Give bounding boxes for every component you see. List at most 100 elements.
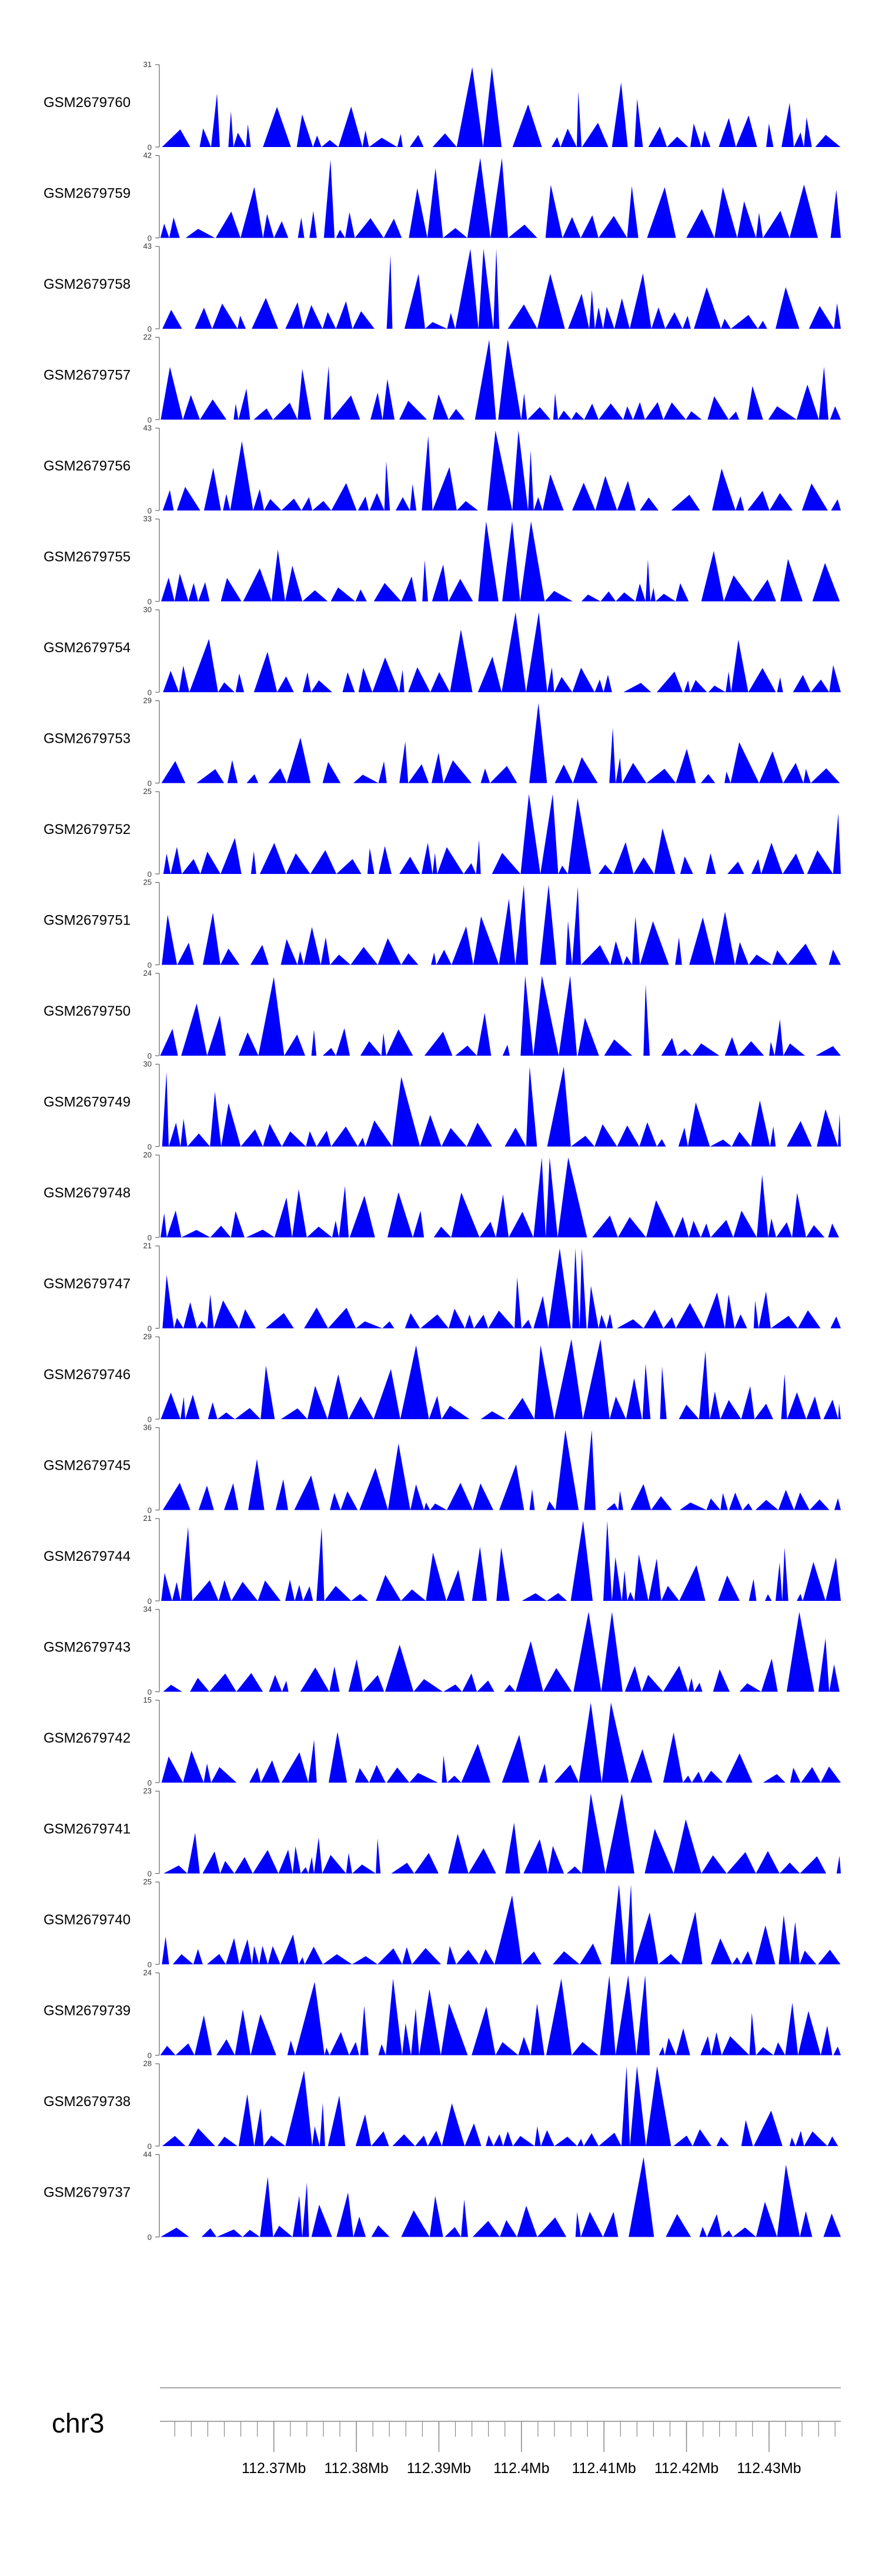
y-max-label: 25 xyxy=(143,878,152,887)
x-tick-label: 112.41Mb xyxy=(572,2460,636,2477)
y-max-label: 30 xyxy=(143,605,152,614)
y-max-label: 28 xyxy=(143,2059,152,2068)
track-gsm2679743: GSM2679743 34 0 xyxy=(44,1605,841,1697)
y-max-label: 23 xyxy=(143,1787,152,1796)
coverage-area xyxy=(160,431,841,510)
track-label: GSM2679748 xyxy=(44,1185,131,1201)
y-min-label: 0 xyxy=(148,2233,152,2242)
coverage-area xyxy=(160,1975,841,2056)
y-max-label: 24 xyxy=(143,969,152,977)
y-max-label: 42 xyxy=(143,151,152,160)
coverage-area xyxy=(160,339,841,420)
y-max-label: 36 xyxy=(143,1423,152,1432)
coverage-area xyxy=(160,1157,841,1237)
coverage-area xyxy=(160,2066,841,2146)
track-gsm2679756: GSM2679756 43 0 xyxy=(44,423,841,515)
track-label: GSM2679752 xyxy=(44,822,131,837)
coverage-area xyxy=(160,794,841,874)
track-gsm2679740: GSM2679740 25 0 xyxy=(44,1877,841,1969)
track-label: GSM2679743 xyxy=(44,1640,131,1656)
track-gsm2679760: GSM2679760 31 0 xyxy=(44,60,841,152)
coverage-area xyxy=(160,703,841,783)
y-min-label: 0 xyxy=(148,688,152,697)
track-gsm2679745: GSM2679745 36 0 xyxy=(44,1423,841,1515)
track-label: GSM2679757 xyxy=(44,368,131,383)
y-max-label: 44 xyxy=(143,2150,152,2159)
track-label: GSM2679742 xyxy=(44,1730,131,1746)
track-label: GSM2679753 xyxy=(44,731,131,747)
coverage-area xyxy=(160,1793,841,1874)
y-min-label: 0 xyxy=(148,506,152,515)
y-max-label: 24 xyxy=(143,1968,152,1977)
y-max-label: 22 xyxy=(143,333,152,342)
y-min-label: 0 xyxy=(148,1052,152,1060)
track-label: GSM2679746 xyxy=(44,1367,131,1383)
track-label: GSM2679755 xyxy=(44,549,131,565)
chromosome-label: chr3 xyxy=(52,2408,104,2438)
y-min-label: 0 xyxy=(148,234,152,243)
coverage-area xyxy=(160,976,841,1056)
track-gsm2679738: GSM2679738 28 0 xyxy=(44,2059,841,2151)
y-min-label: 0 xyxy=(148,1870,152,1878)
y-min-label: 0 xyxy=(148,416,152,425)
coverage-area xyxy=(160,521,841,602)
track-gsm2679758: GSM2679758 43 0 xyxy=(44,242,841,333)
y-min-label: 0 xyxy=(148,598,152,606)
track-label: GSM2679749 xyxy=(44,1095,131,1110)
coverage-area xyxy=(160,249,841,329)
track-gsm2679755: GSM2679755 33 0 xyxy=(44,515,841,606)
track-label: GSM2679758 xyxy=(44,276,131,292)
y-min-label: 0 xyxy=(148,1688,152,1697)
y-min-label: 0 xyxy=(148,1415,152,1424)
y-min-label: 0 xyxy=(148,2142,152,2151)
y-max-label: 25 xyxy=(143,787,152,796)
y-max-label: 25 xyxy=(143,1877,152,1886)
track-label: GSM2679744 xyxy=(44,1549,131,1564)
coverage-area xyxy=(160,1703,841,1783)
track-gsm2679744: GSM2679744 21 0 xyxy=(44,1514,841,1606)
track-label: GSM2679756 xyxy=(44,458,131,474)
coverage-area xyxy=(160,1884,841,1964)
track-label: GSM2679750 xyxy=(44,1003,131,1019)
y-min-label: 0 xyxy=(148,143,152,152)
y-min-label: 0 xyxy=(148,1960,152,1969)
y-max-label: 30 xyxy=(143,1060,152,1069)
y-min-label: 0 xyxy=(148,1778,152,1787)
coverage-area xyxy=(160,885,841,965)
track-gsm2679746: GSM2679746 29 0 xyxy=(44,1332,841,1424)
track-label: GSM2679760 xyxy=(44,95,131,111)
y-min-label: 0 xyxy=(148,2051,152,2060)
track-label: GSM2679754 xyxy=(44,640,131,656)
y-max-label: 31 xyxy=(143,60,152,69)
y-max-label: 29 xyxy=(143,696,152,705)
track-gsm2679748: GSM2679748 20 0 xyxy=(44,1150,841,1242)
track-label: GSM2679737 xyxy=(44,2185,131,2201)
coverage-area xyxy=(160,1066,841,1147)
y-max-label: 15 xyxy=(143,1696,152,1704)
track-label: GSM2679745 xyxy=(44,1458,131,1474)
coverage-area xyxy=(160,1521,841,1601)
coverage-area xyxy=(160,158,841,238)
track-label: GSM2679751 xyxy=(44,913,131,929)
y-max-label: 33 xyxy=(143,515,152,523)
y-max-label: 43 xyxy=(143,423,152,432)
y-min-label: 0 xyxy=(148,1143,152,1152)
y-max-label: 29 xyxy=(143,1332,152,1341)
y-max-label: 34 xyxy=(143,1605,152,1614)
y-max-label: 43 xyxy=(143,242,152,251)
x-tick-label: 112.38Mb xyxy=(324,2460,388,2477)
y-min-label: 0 xyxy=(148,779,152,788)
x-tick-label: 112.43Mb xyxy=(737,2460,801,2477)
track-gsm2679747: GSM2679747 21 0 xyxy=(44,1242,841,1333)
x-tick-label: 112.42Mb xyxy=(654,2460,719,2477)
coverage-area xyxy=(160,1339,841,1419)
y-max-label: 20 xyxy=(143,1150,152,1159)
track-gsm2679753: GSM2679753 29 0 xyxy=(44,696,841,788)
coverage-area xyxy=(160,1248,841,1329)
track-gsm2679742: GSM2679742 15 0 xyxy=(44,1696,841,1787)
track-gsm2679750: GSM2679750 24 0 xyxy=(44,969,841,1060)
track-gsm2679754: GSM2679754 30 0 xyxy=(44,605,841,697)
coverage-area xyxy=(160,1611,841,1692)
track-gsm2679752: GSM2679752 25 0 xyxy=(44,787,841,879)
y-min-label: 0 xyxy=(148,1324,152,1333)
